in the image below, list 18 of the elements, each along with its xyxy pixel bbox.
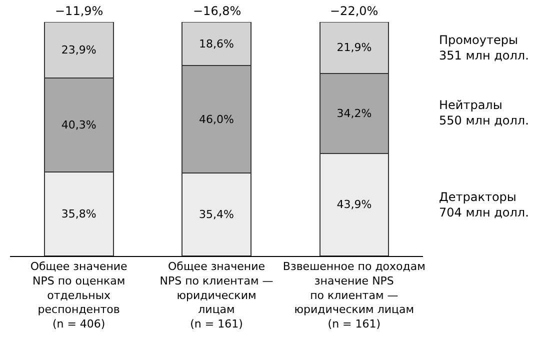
data-label: 46,0% — [199, 112, 234, 126]
x-tick-label: Общее значение NPS по клиентам — юридическим лицам (n = 161) — [160, 260, 274, 330]
text: Детракторы 704 млн долл. — [439, 190, 529, 220]
text: Промоутеры 351 млн долл. — [439, 33, 529, 63]
x-tick-label: Общее значение NPS по оценкам отдельных респондентов (n = 406) — [30, 260, 128, 330]
data-label: 35,4% — [199, 208, 234, 222]
annotation: −16,8% — [193, 4, 242, 18]
data-label: 23,9% — [61, 43, 96, 56]
text: Нейтралы 550 млн долл. — [439, 98, 529, 128]
annotation: −11,9% — [55, 4, 104, 18]
data-label: 34,2% — [336, 106, 372, 120]
data-label: 40,3% — [61, 118, 96, 132]
data-label: 35,8% — [61, 208, 96, 221]
annotation: −22,0% — [330, 4, 378, 18]
data-label: 18,6% — [199, 37, 234, 50]
data-label: 21,9% — [336, 41, 372, 54]
x-tick-label: Взвешенное по доходам значение NPS по клиентам — юридическим лицам (n = 161) — [282, 260, 426, 330]
data-label: 43,9% — [336, 198, 372, 212]
